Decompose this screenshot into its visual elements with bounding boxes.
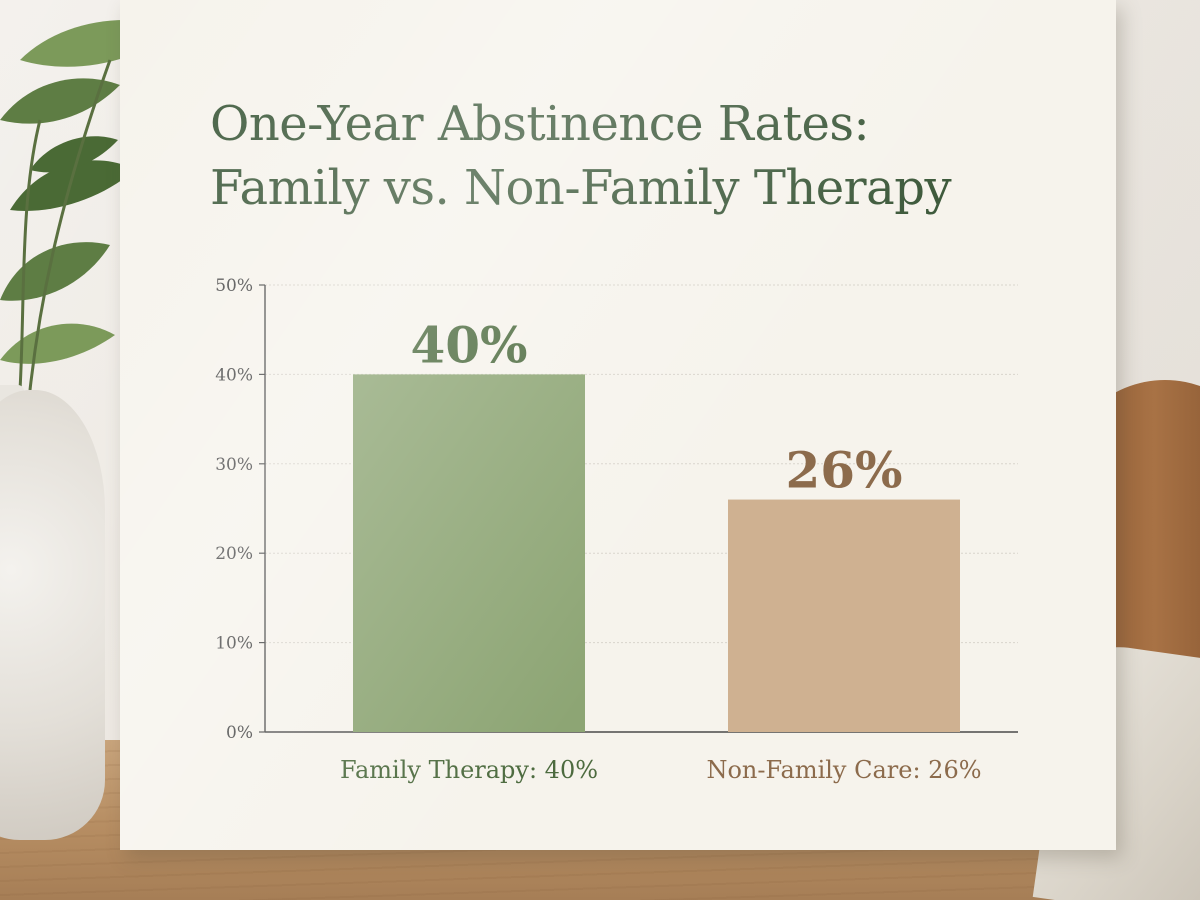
bar	[353, 374, 585, 732]
category-label: Family Therapy: 40%	[340, 756, 598, 784]
chart-title: One-Year Abstinence Rates: Family vs. No…	[210, 92, 1090, 220]
ceramic-vase	[0, 390, 105, 840]
y-tick-label: 10%	[215, 634, 253, 654]
category-label: Non-Family Care: 26%	[706, 756, 981, 784]
plant-icon	[0, 6, 270, 391]
y-tick-label: 20%	[215, 544, 253, 564]
y-tick-label: 50%	[215, 276, 253, 296]
y-tick-label: 30%	[215, 455, 253, 475]
bar-value-label: 40%	[410, 315, 527, 374]
bar-value-label: 26%	[785, 441, 902, 500]
y-tick-label: 40%	[215, 365, 253, 385]
bar	[728, 499, 960, 732]
chart-title-line-1: One-Year Abstinence Rates:	[210, 96, 870, 152]
y-tick-label: 0%	[226, 723, 253, 743]
chart-title-line-2: Family vs. Non-Family Therapy	[210, 160, 952, 216]
